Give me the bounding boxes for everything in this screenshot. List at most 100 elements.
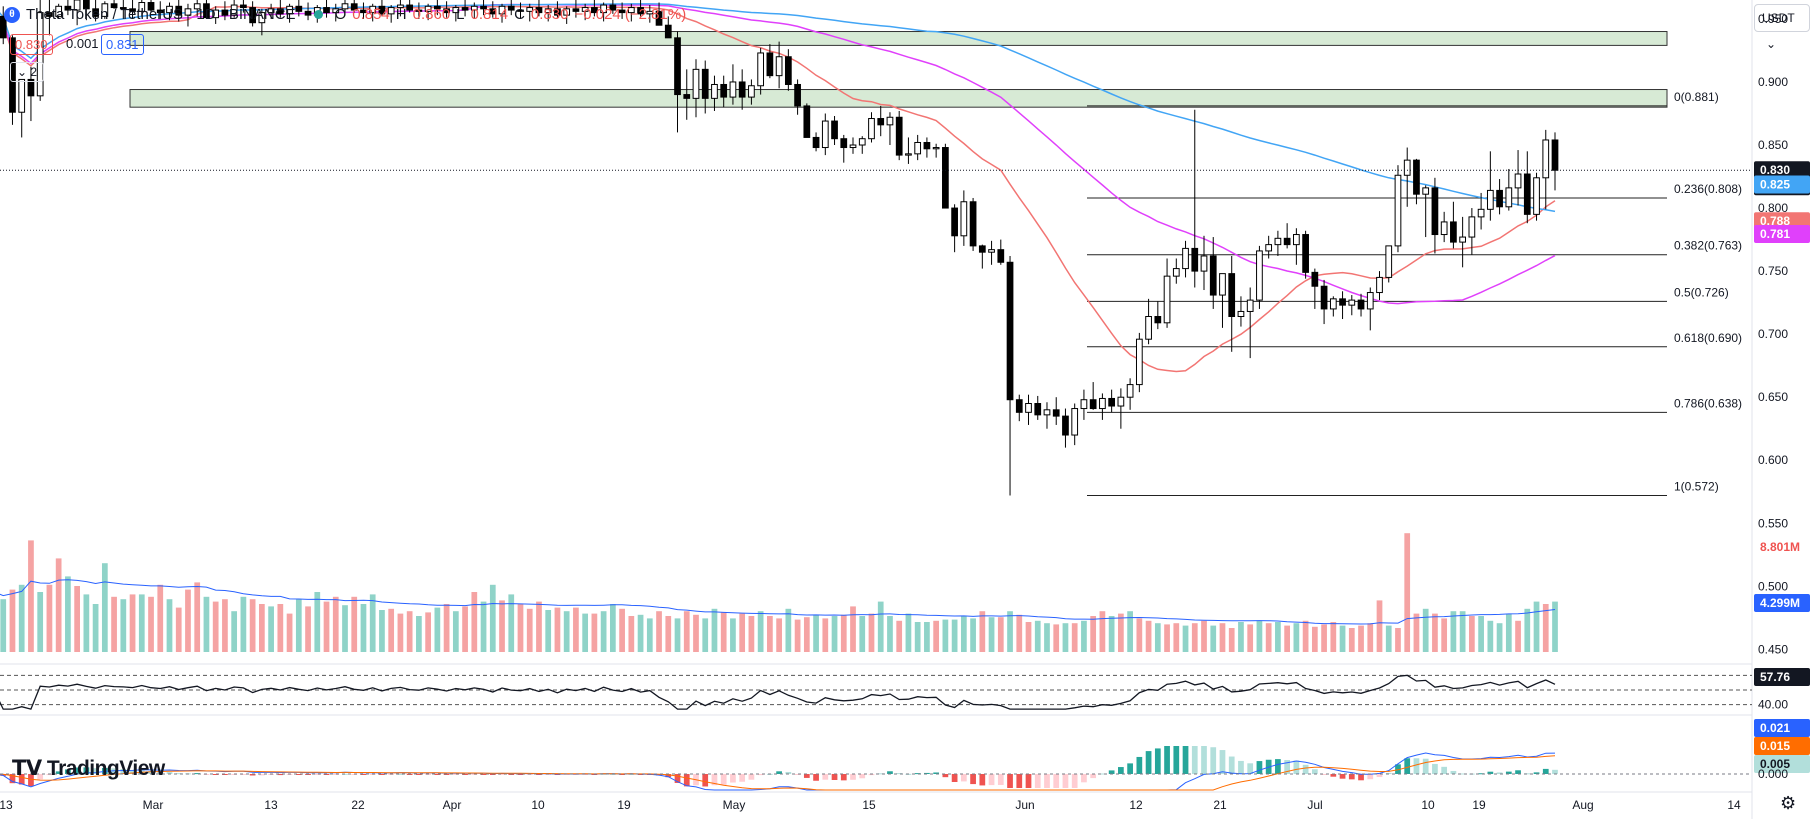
indicators-toggle-button[interactable]: ⌄ 2 [10,62,45,82]
volume-bar [406,611,413,652]
sell-price-button[interactable]: 0.830 [10,34,53,55]
macd-histogram-bar [1321,774,1327,775]
volume-bar [1090,616,1097,652]
candle-body [1219,273,1226,296]
macd-histogram-bar [1173,746,1180,774]
open-label: O [334,6,347,23]
macd-histogram-bar [83,767,90,774]
candle-body [1071,408,1079,436]
candle-body [1403,159,1411,176]
macd-histogram-bar [452,774,459,775]
volume-bar [924,622,930,652]
volume-bar [711,608,718,652]
volume-bar [563,611,570,652]
rsi-value-tag: 57.76 [1760,670,1790,684]
macd-histogram-bar [92,768,99,774]
macd-value-tag: 0.021 [1760,721,1790,735]
volume-bar [637,614,644,652]
date-tick-label: 13 [0,798,13,812]
candle-body [498,5,506,15]
macd-histogram-bar [748,774,755,780]
volume-bar [1145,620,1152,652]
candle-body [175,5,183,16]
low-value: 0.814 [470,6,509,23]
macd-histogram-bar [942,774,949,778]
candle-body [711,83,718,99]
volume-ma-tag-bg [1754,594,1810,612]
candle-body [489,8,497,15]
volume-bar [628,616,635,652]
candle-body [443,8,450,14]
symbol-title[interactable]: Theta Token / TetherUS · 1D · BINANCE [26,6,296,23]
candle-body [1209,255,1217,296]
volume-bar [1275,622,1281,652]
rsi-tick-label: 40.00 [1758,698,1788,712]
candle-body [1302,234,1309,273]
candle-body [424,5,432,12]
volume-bar [1238,622,1244,652]
symbol-legend: θ Theta Token / TetherUS · 1D · BINANCE … [4,6,686,23]
volume-bar [1302,620,1309,652]
macd-histogram-bar [1154,748,1161,774]
candle-body [1394,174,1402,247]
volume-bar [619,608,625,652]
volume-bar [277,604,284,652]
candle-body [563,8,571,16]
macd-histogram-bar [1238,760,1244,774]
volume-bar [1524,608,1531,652]
volume-bar [1247,624,1254,652]
candle-body [664,24,672,39]
volume-bar [1228,628,1235,652]
candle-body [1339,298,1346,306]
tradingview-logo[interactable]: 𝗧𝗩 TradingView [12,756,165,781]
macd-histogram-bar [1293,760,1300,774]
candle-body [83,0,90,10]
volume-bar [1182,625,1189,652]
candle-body [1431,187,1439,236]
candle-body [729,81,737,98]
candle-body [554,8,561,16]
settings-gear-icon[interactable]: ⚙ [1780,793,1797,813]
volume-bar [674,618,681,652]
candle-body [406,4,414,11]
price-tick-label: 0.450 [1758,642,1788,656]
volume-bar [508,594,515,652]
currency-selector[interactable]: USDT ⌄ [1754,4,1810,51]
candle-body [27,78,35,97]
volume-bar [65,576,71,652]
volume-bar [332,596,339,652]
volume-bar [268,606,274,652]
close-value: 0.830 [530,6,569,23]
macd-histogram-bar [397,773,404,775]
candle-body [452,7,460,14]
candle-body [286,5,293,15]
price-tick-label: 0.550 [1758,516,1788,530]
volume-bar [720,612,727,652]
macd-histogram-bar [37,774,44,780]
volume-bar [388,608,395,652]
macd-histogram-bar [249,774,256,776]
fib-level-label: 0.618(0.690) [1674,331,1742,345]
volume-bar [1164,624,1170,652]
volume-bar [379,610,385,652]
volume-bar [462,606,468,652]
volume-bar [397,613,404,652]
candle-body [1006,261,1014,401]
candle-body [147,2,155,11]
macd-histogram-bar [1533,772,1540,774]
candle-body [332,8,340,14]
macd-histogram-bar [332,774,339,775]
candle-body [1413,159,1420,195]
macd-histogram-bar [970,774,976,785]
candle-body [1191,247,1199,272]
candle-body [415,9,423,12]
price-tick-label: 0.850 [1758,138,1788,152]
buy-price-button[interactable]: 0.831 [101,34,144,55]
candle-body [1514,173,1522,189]
volume-bar [609,604,616,652]
volume-bar [1053,624,1060,652]
macd-histogram-bar [1432,763,1438,774]
macd-histogram-bar [896,773,903,775]
macd-histogram-bar [1062,774,1069,788]
